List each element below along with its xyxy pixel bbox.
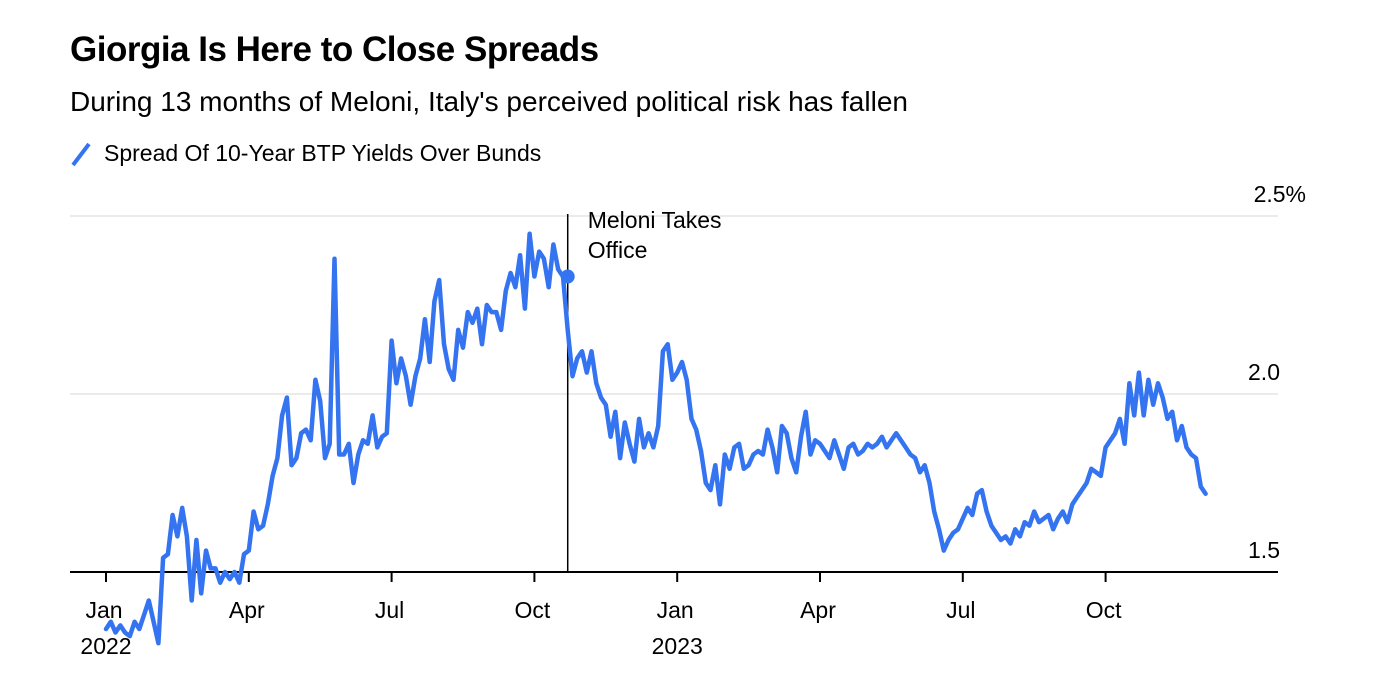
x-tick-year-label: 2023 bbox=[652, 633, 703, 659]
series-layer bbox=[103, 231, 1208, 646]
y-axis-ticks: 2.5% 2.0 1.5 bbox=[1248, 181, 1306, 563]
legend: Spread Of 10-Year BTP Yields Over Bunds bbox=[70, 140, 541, 167]
x-tick-label: Oct bbox=[515, 597, 551, 623]
series-line bbox=[103, 231, 1208, 646]
y-tick-label: 1.5 bbox=[1248, 537, 1280, 563]
annotation-label-line2: Office bbox=[588, 237, 648, 263]
x-tick-label: Jan bbox=[85, 597, 122, 623]
x-tick-label: Jul bbox=[375, 597, 404, 623]
gridlines bbox=[70, 215, 1278, 395]
y-tick-label: 2.5% bbox=[1254, 181, 1306, 207]
x-axis: Jan 2022 Apr Jul Oct Jan 2023 Apr Jul Oct bbox=[70, 571, 1278, 659]
x-tick-label: Oct bbox=[1086, 597, 1122, 623]
chart-subtitle: During 13 months of Meloni, Italy's perc… bbox=[70, 86, 908, 117]
y-tick-label: 2.0 bbox=[1248, 359, 1280, 385]
annotation: Meloni Takes Office bbox=[566, 207, 722, 572]
annotation-marker-layer bbox=[560, 269, 575, 284]
x-tick-label: Jan bbox=[657, 597, 694, 623]
legend-line-icon bbox=[71, 142, 91, 166]
annotation-marker bbox=[560, 269, 575, 284]
x-tick-year-label: 2022 bbox=[80, 633, 131, 659]
legend-label: Spread Of 10-Year BTP Yields Over Bunds bbox=[104, 140, 542, 166]
x-tick-label: Apr bbox=[800, 597, 836, 623]
annotation-label-line1: Meloni Takes bbox=[588, 207, 722, 233]
x-tick-label: Apr bbox=[229, 597, 265, 623]
chart-title: Giorgia Is Here to Close Spreads bbox=[70, 30, 599, 69]
x-tick-label: Jul bbox=[946, 597, 975, 623]
